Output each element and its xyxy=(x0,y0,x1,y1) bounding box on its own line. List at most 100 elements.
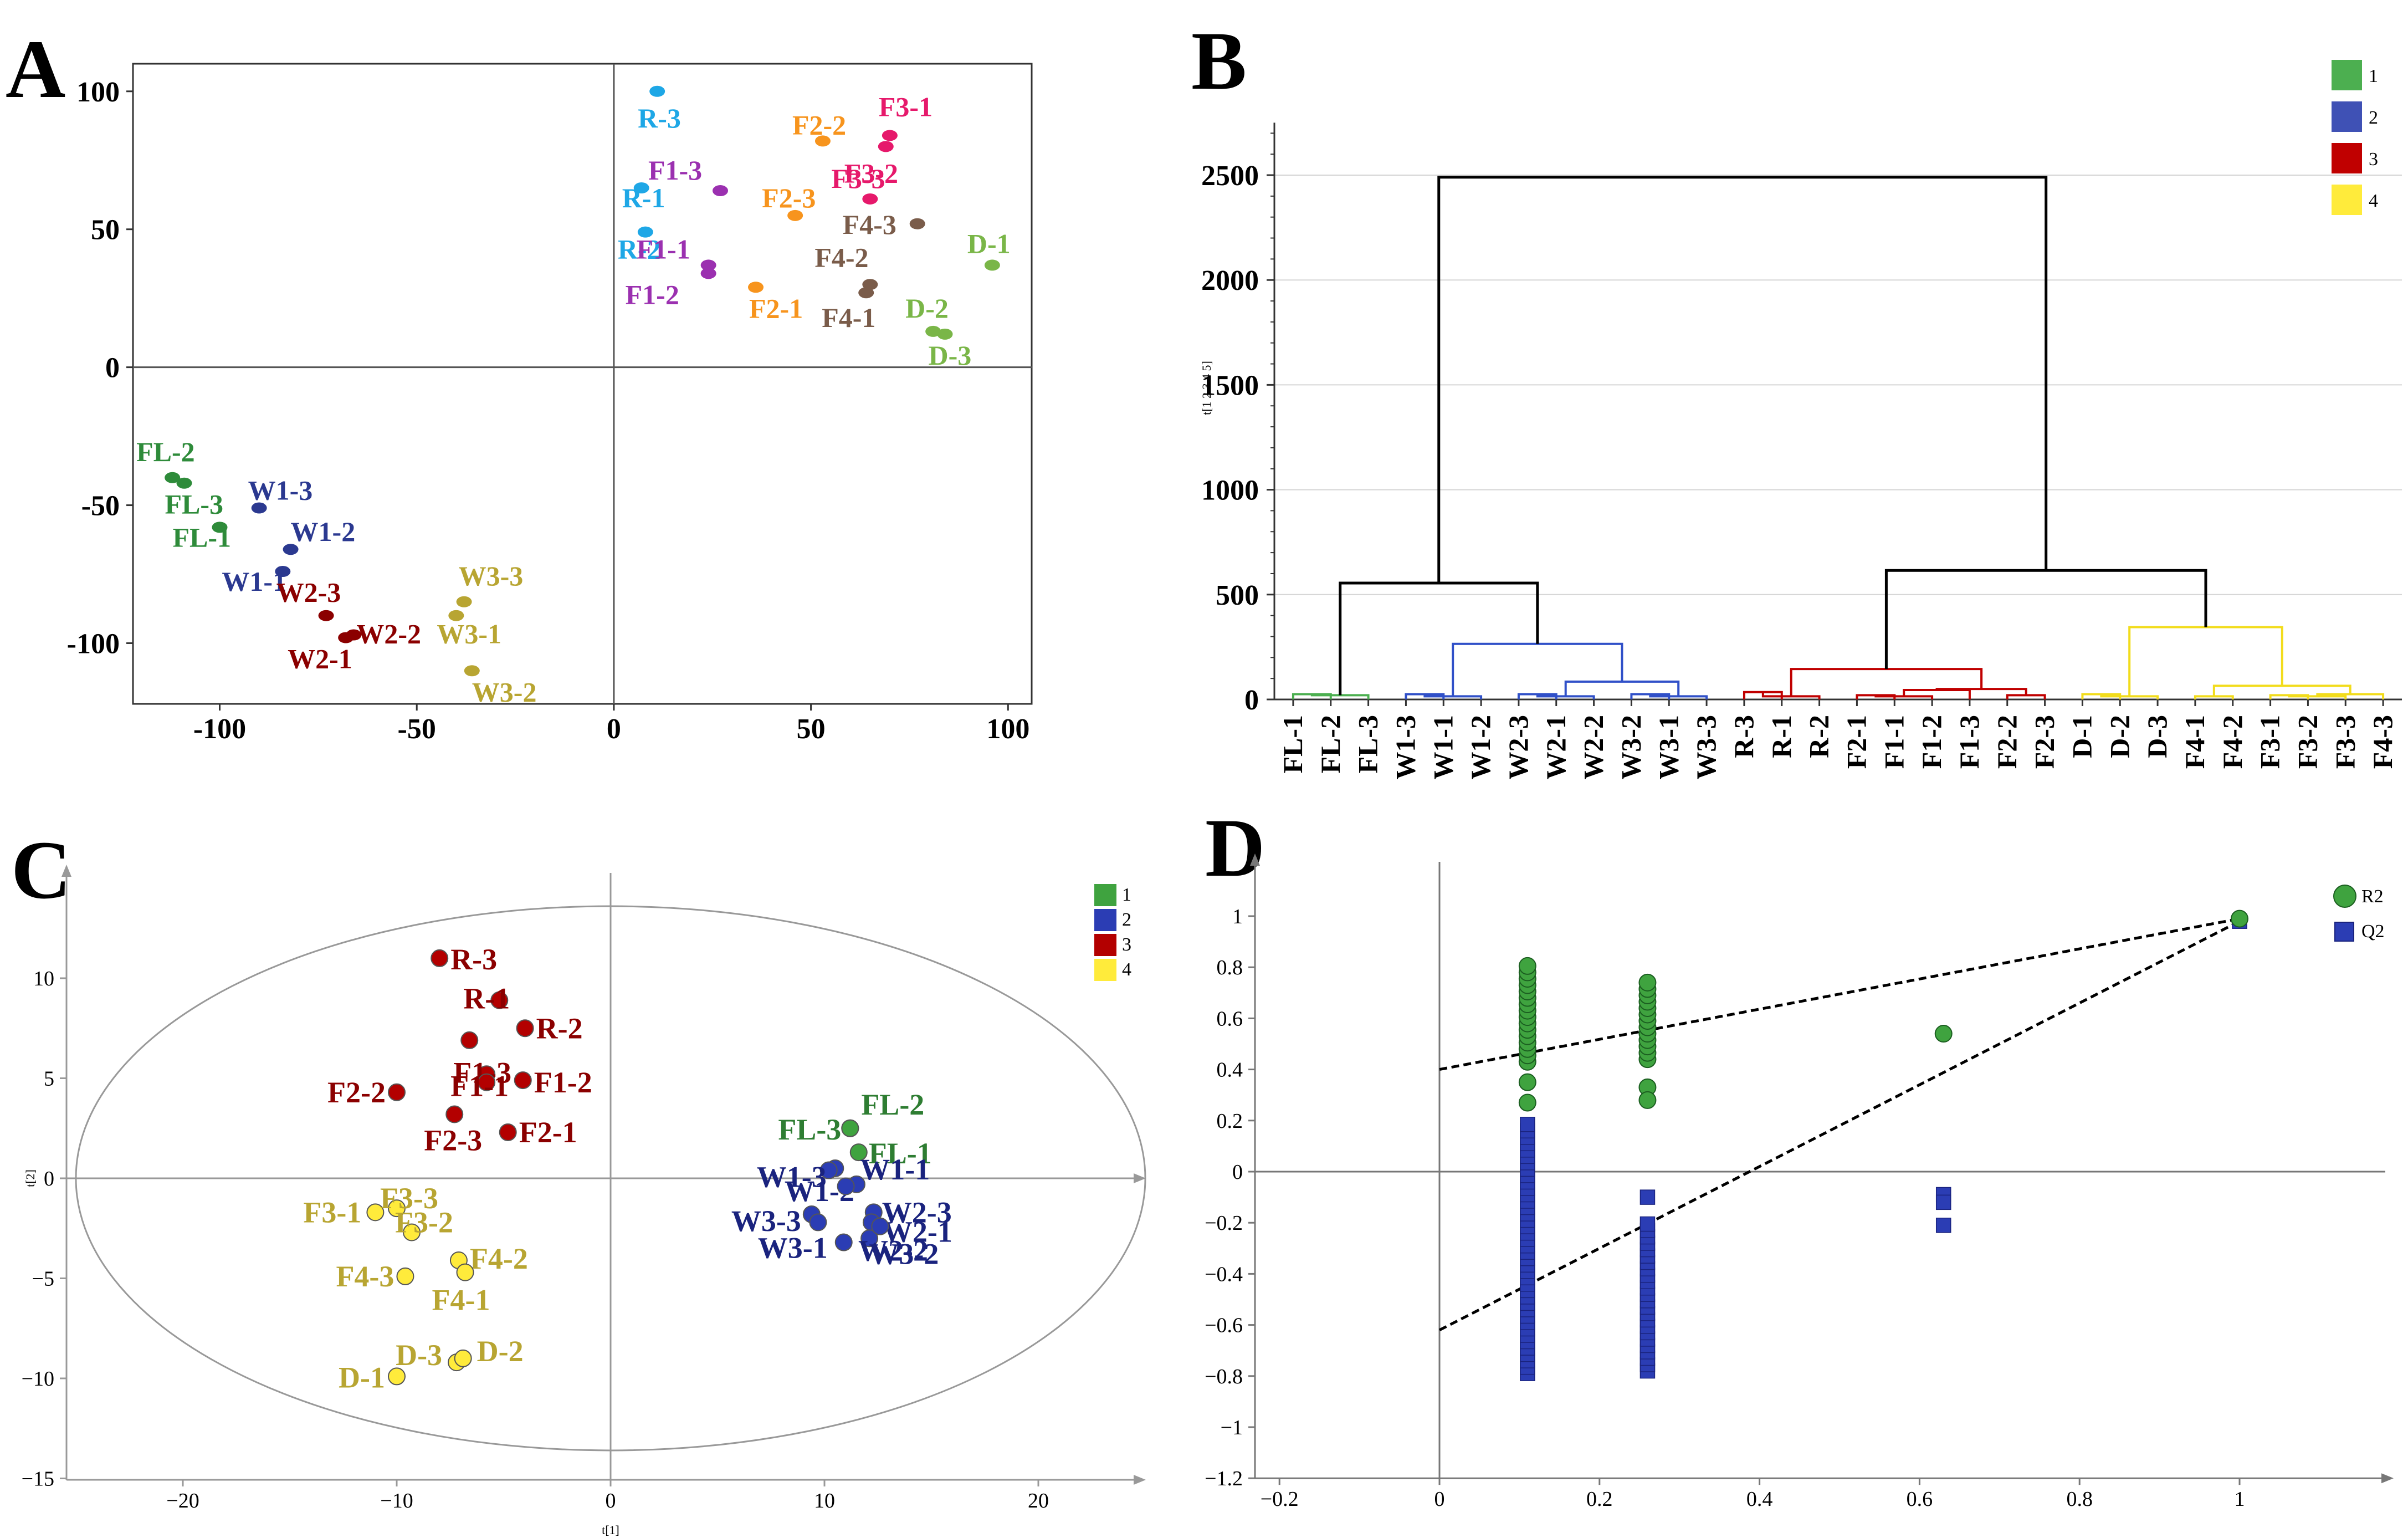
y-tick-label: 1 xyxy=(1232,905,1243,928)
score-point xyxy=(819,1161,838,1179)
data-point-label: F1-1 xyxy=(637,233,690,264)
leaf-label: F3-1 xyxy=(2255,715,2286,769)
data-point-label: R-1 xyxy=(622,182,665,213)
score-point xyxy=(849,1143,868,1162)
data-point-label: D-3 xyxy=(928,340,971,371)
q2-regression-line xyxy=(1438,919,2241,1332)
data-point-label: F2-3 xyxy=(762,182,816,213)
legend-swatch xyxy=(2332,143,2362,173)
dendrogram-link xyxy=(1903,688,1971,699)
x-axis-arrow xyxy=(2381,1473,2394,1484)
dendrogram-link xyxy=(1452,642,1623,697)
data-point xyxy=(165,472,181,483)
x-tick-label: 50 xyxy=(797,713,826,745)
score-point xyxy=(388,1199,406,1218)
score-point-label: F3-2 xyxy=(395,1205,453,1239)
leaf-label: F2-3 xyxy=(2029,715,2060,769)
data-point xyxy=(858,287,874,299)
y-tick-label: 1000 xyxy=(1201,475,1259,507)
leaf-label: F1-3 xyxy=(1954,715,1985,769)
q2-point xyxy=(1640,1216,1656,1232)
panel-d-permutation-plot: −0.2 0 0.2 0.4 0.6 0.8 1 −1.2 −1 −0.8 −0.6 −0.4 −0.2… xyxy=(1205,854,2394,1511)
data-point-label: W2-3 xyxy=(276,577,341,608)
score-point-label: W3-3 xyxy=(731,1204,801,1238)
data-point xyxy=(882,130,898,141)
panel-letter-a: A xyxy=(6,23,65,115)
q2-point xyxy=(1640,1189,1656,1205)
legend-label: 3 xyxy=(1122,934,1131,955)
x-tick-label: 1 xyxy=(2235,1488,2245,1511)
y-axis-arrow xyxy=(1250,854,1260,866)
y-axis-title: t[2] xyxy=(23,1169,37,1187)
score-point-label: W2-1 xyxy=(883,1215,952,1248)
data-point xyxy=(283,544,299,555)
x-tick-label: 0.4 xyxy=(1746,1488,1773,1511)
data-point xyxy=(338,632,354,643)
score-point xyxy=(860,1229,879,1248)
leaf-label: FL-2 xyxy=(1315,715,1346,774)
y-tick-label: −0.4 xyxy=(1205,1263,1243,1286)
data-point-label: F2-2 xyxy=(792,109,846,140)
score-point-label: R-1 xyxy=(463,982,510,1015)
dendrogram-link xyxy=(1339,581,1539,696)
data-point-label: F1-2 xyxy=(626,279,679,310)
y-tick-label: 10 xyxy=(33,967,54,990)
leaf-label: D-2 xyxy=(2104,715,2135,758)
score-point xyxy=(490,991,509,1009)
y-tick-label: 0.2 xyxy=(1217,1110,1243,1133)
y-tick-label: -100 xyxy=(67,628,120,660)
leaf-label: F3-2 xyxy=(2292,715,2323,769)
score-point-label: F3-3 xyxy=(380,1182,438,1215)
r2-point xyxy=(1518,957,1536,975)
data-point-label: F3-2 xyxy=(844,157,898,188)
y-tick-label: 1500 xyxy=(1201,370,1259,401)
legend-swatch xyxy=(1094,884,1116,906)
r2-point xyxy=(1638,1091,1657,1109)
score-point xyxy=(809,1213,827,1232)
leaf-label: D-1 xyxy=(2066,715,2097,758)
y-tick-label: 0.6 xyxy=(1217,1007,1243,1030)
r2-regression-line xyxy=(1439,917,2240,1071)
score-point-label: R-3 xyxy=(450,943,497,976)
y-tick-label: 2000 xyxy=(1201,265,1259,297)
score-point xyxy=(431,949,449,967)
score-point xyxy=(396,1267,414,1285)
legend-label: 1 xyxy=(1122,885,1131,905)
leaf-label: W1-1 xyxy=(1427,715,1458,780)
y-tick-label: 100 xyxy=(76,76,120,108)
y-tick-label: 0.4 xyxy=(1217,1059,1243,1082)
dendrogram-link xyxy=(1564,680,1680,697)
r2-point xyxy=(1638,973,1657,992)
score-point-label: W1-1 xyxy=(860,1153,930,1186)
data-point-label: W1-1 xyxy=(222,566,286,597)
data-point xyxy=(318,610,334,621)
r2-point xyxy=(1934,1025,1953,1043)
r2-point xyxy=(1518,1094,1536,1112)
data-point-label: W3-2 xyxy=(472,676,537,707)
data-point-label: FL-2 xyxy=(136,436,195,467)
score-point xyxy=(499,1123,517,1141)
data-point-label: F3-1 xyxy=(879,91,933,122)
data-point xyxy=(456,596,472,607)
score-point-label: F1-2 xyxy=(534,1066,592,1099)
x-tick-label: −20 xyxy=(166,1489,199,1513)
leaf-label: F1-2 xyxy=(1916,715,1947,769)
score-point-label: F2-2 xyxy=(327,1076,386,1109)
score-point-label: F2-1 xyxy=(519,1116,577,1149)
score-point-label: W2-2 xyxy=(858,1234,928,1267)
r2-point xyxy=(2231,909,2248,928)
score-point-label: D-2 xyxy=(477,1335,524,1368)
r2-point xyxy=(1518,1073,1536,1091)
y-tick-label: −0.2 xyxy=(1205,1212,1243,1235)
score-point-label: W3-1 xyxy=(758,1232,828,1265)
score-point xyxy=(837,1177,855,1195)
y-tick-label: 0 xyxy=(1232,1161,1243,1184)
leaf-label: F2-1 xyxy=(1841,715,1872,769)
data-point-label: F4-1 xyxy=(822,302,875,333)
leaf-label: FL-3 xyxy=(1352,715,1384,774)
data-point-label: F2-1 xyxy=(749,293,803,324)
data-point xyxy=(937,328,953,340)
x-tick-label: -50 xyxy=(398,713,436,745)
leaf-label: W3-2 xyxy=(1615,715,1646,780)
